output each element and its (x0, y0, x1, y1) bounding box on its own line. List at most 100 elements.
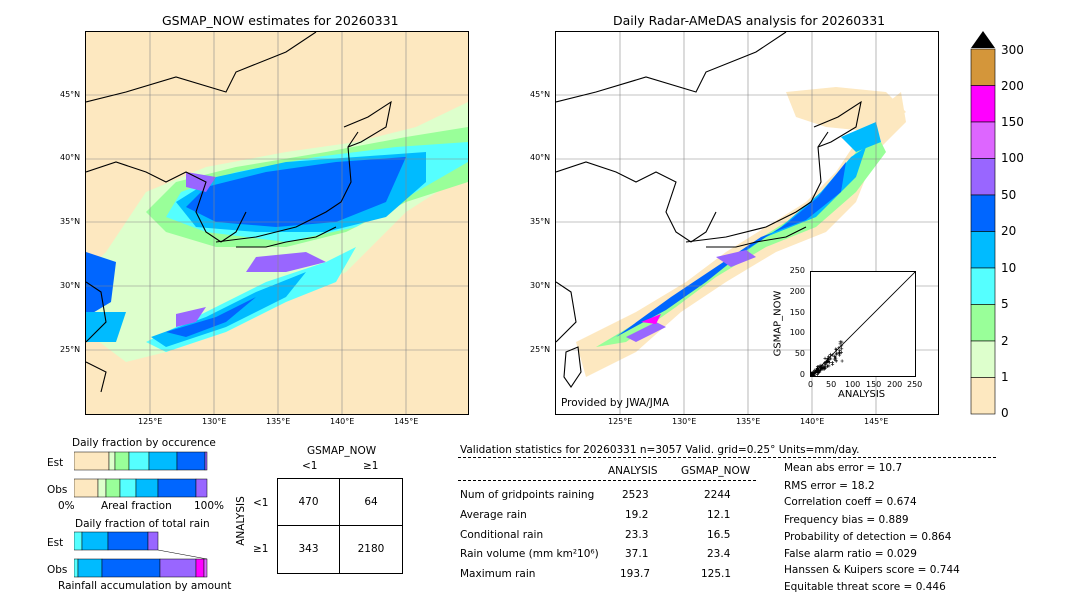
colorbar-label-1: 1 (1001, 370, 1009, 384)
contingency-cell-lt-lt: 470 (298, 496, 319, 508)
validation-row-label: Num of gridpoints raining (460, 489, 595, 501)
fraction-total-title: Daily fraction of total rain (75, 518, 210, 530)
scatter-points (809, 340, 844, 378)
colorbar-segment (970, 85, 996, 123)
validation-row-analysis: 23.3 (625, 529, 649, 541)
validation-row-label: Average rain (460, 509, 527, 521)
validation-row-label: Rain volume (mm km²10⁶) (460, 548, 599, 560)
scatter-x-tick-0: 0 (808, 380, 814, 389)
left-lon-130: 130°E (202, 417, 227, 426)
scatter-point (827, 355, 831, 359)
left-lat-25: 25°N (60, 345, 81, 354)
left-map-plot (86, 32, 468, 414)
scatter-point (837, 350, 841, 354)
fraction-total-est-label: Est (47, 537, 64, 549)
scatter-point (832, 354, 837, 358)
validation-col-gsmap: GSMAP_NOW (681, 465, 751, 477)
contingency-cell-ge-lt: 343 (298, 543, 319, 555)
scatter-inset (809, 271, 916, 378)
fraction-occurrence-obs-bar (74, 478, 208, 498)
right-lat-25: 25°N (530, 345, 551, 354)
scatter-point (835, 347, 839, 352)
left-map (85, 31, 469, 415)
validation-table-rule (458, 480, 756, 481)
validation-row-gsmap: 125.1 (701, 568, 732, 580)
validation-header: Validation statistics for 20260331 n=305… (460, 444, 860, 456)
scatter-point (825, 364, 829, 368)
scatter-point (811, 372, 815, 376)
scatter-y-tick-50: 50 (794, 349, 805, 358)
fraction-occurrence-obs-label: Obs (47, 484, 68, 496)
scatter-y-tick-100: 100 (789, 328, 805, 337)
right-lat-30: 30°N (530, 281, 551, 290)
scatter-point (834, 359, 838, 363)
right-lon-130: 130°E (672, 417, 697, 426)
colorbar-segment (970, 158, 996, 196)
right-map-coastline (556, 32, 862, 388)
fraction-total-est-bar (74, 531, 159, 551)
right-lat-35: 35°N (530, 217, 551, 226)
validation-header-rule (458, 457, 996, 458)
fraction-axis-label: Areal fraction (101, 500, 172, 512)
fraction-occurrence-est-bar (74, 451, 208, 471)
validation-row-gsmap: 23.4 (707, 548, 731, 560)
validation-row-gsmap: 2244 (704, 489, 731, 501)
right-map-plot (556, 32, 938, 414)
right-map-title: Daily Radar-AMeDAS analysis for 20260331 (613, 13, 886, 28)
score-far: False alarm ratio = 0.029 (784, 548, 917, 560)
scatter-point (838, 342, 842, 346)
fraction-total-obs-bar (74, 558, 208, 578)
scatter-diagonal (810, 271, 916, 377)
scatter-x-tick-250: 250 (907, 380, 923, 389)
scatter-point (837, 346, 841, 350)
colorbar-extend-arrow (971, 31, 995, 48)
contingency-col-lt: <1 (302, 460, 318, 472)
left-lon-145: 145°E (394, 417, 419, 426)
scatter-y-tick-200: 200 (789, 287, 805, 296)
contingency-row-ge: ≥1 (253, 543, 269, 555)
colorbar-label-0: 0 (1001, 406, 1009, 420)
scatter-x-tick-200: 200 (887, 380, 903, 389)
right-map-grid (556, 32, 938, 414)
colorbar-label-10: 10 (1001, 261, 1017, 275)
validation-row-analysis: 19.2 (625, 509, 649, 521)
score-pod: Probability of detection = 0.864 (784, 531, 952, 543)
contingency-row-lt: <1 (253, 497, 269, 509)
scatter-point (840, 347, 844, 351)
validation-col-analysis: ANALYSIS (608, 465, 658, 477)
scatter-y-tick-250: 250 (789, 266, 805, 275)
left-lon-135: 135°E (266, 417, 291, 426)
right-lon-135: 135°E (736, 417, 761, 426)
colorbar-segment (970, 340, 996, 378)
score-correlation: Correlation coeff = 0.674 (784, 496, 917, 508)
scatter-point (817, 367, 821, 372)
left-lat-45: 45°N (60, 90, 81, 99)
scatter-xlabel: ANALYSIS (838, 389, 886, 400)
colorbar-label-100: 100 (1001, 151, 1024, 165)
fraction-occurrence-est-label: Est (47, 457, 64, 469)
validation-row-gsmap: 16.5 (707, 529, 731, 541)
contingency-title: GSMAP_NOW (307, 445, 377, 457)
fraction-occurrence-title: Daily fraction by occurence (72, 437, 216, 449)
right-lon-125: 125°E (608, 417, 633, 426)
scatter-point (840, 359, 844, 363)
scatter-point (830, 361, 835, 365)
score-hk: Hanssen & Kuipers score = 0.744 (784, 564, 960, 576)
fraction-total-obs-label: Obs (47, 564, 68, 576)
colorbar-segments (970, 48, 996, 415)
validation-row-gsmap: 12.1 (707, 509, 731, 521)
colorbar-label-20: 20 (1001, 224, 1017, 238)
contingency-divider-h (278, 525, 402, 526)
contingency-divider-v (339, 479, 340, 573)
scatter-point (821, 365, 826, 370)
right-lat-40: 40°N (530, 153, 551, 162)
scatter-y-tick-0: 0 (799, 370, 805, 379)
colorbar-label-50: 50 (1001, 188, 1017, 202)
scatter-ylabel: GSMAP_NOW (772, 290, 784, 357)
left-map-rain-field (86, 102, 468, 362)
scatter-point (823, 356, 827, 360)
colorbar-label-150: 150 (1001, 115, 1024, 129)
fraction-total-connector (157, 549, 208, 560)
validation-row-label: Maximum rain (460, 568, 536, 580)
right-map (555, 31, 939, 415)
